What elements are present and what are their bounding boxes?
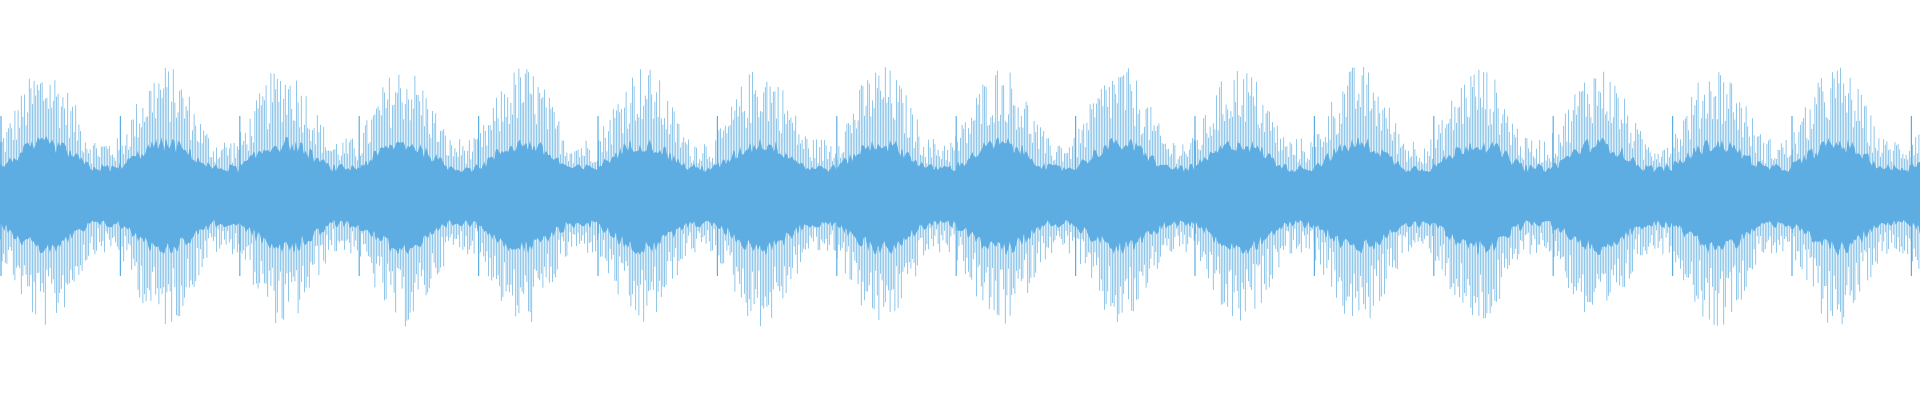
waveform-core: [0, 136, 1920, 256]
waveform-onsets: [0, 116, 1912, 276]
